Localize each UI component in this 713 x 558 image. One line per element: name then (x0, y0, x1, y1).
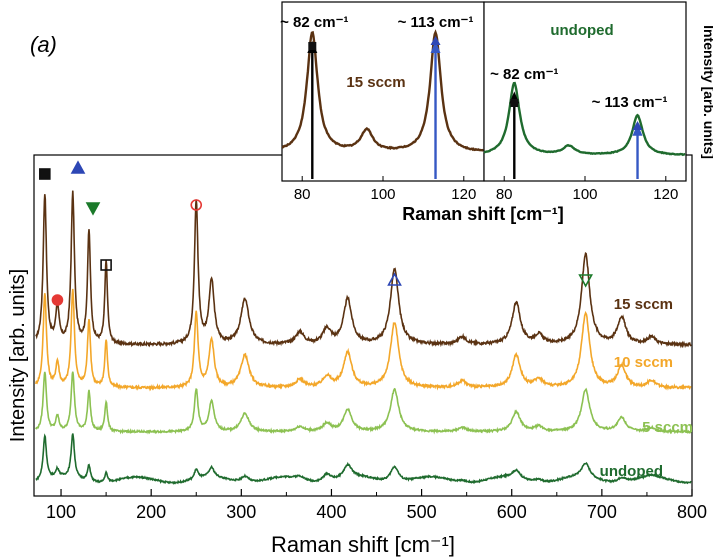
x-tick-label: 200 (136, 502, 166, 522)
x-tick-label: 800 (677, 502, 707, 522)
annotation-82: ~ 82 cm⁻¹ (490, 66, 558, 83)
inset-triangle-marker (430, 36, 441, 45)
inset-triangle-marker (632, 121, 643, 130)
series-label-10-sccm: 10 sccm (614, 354, 673, 371)
inset-x-tick-label: 80 (294, 186, 311, 203)
x-tick-label: 600 (497, 502, 527, 522)
inset-x-tick-label: 100 (572, 186, 597, 203)
inset-x-tick-label: 120 (653, 186, 678, 203)
x-tick-label: 400 (316, 502, 346, 522)
x-axis-label: Raman shift [cm⁻¹] (271, 532, 455, 557)
series-label-undoped: undoped (600, 463, 663, 480)
y-axis-label: Intensity [arb. units] (7, 269, 29, 442)
marker-triangle-down-open (578, 274, 593, 288)
marker-triangle-up-open (387, 272, 402, 286)
inset-series-label: undoped (550, 22, 613, 39)
x-tick-label: 100 (46, 502, 76, 522)
inset-series-label: 15 sccm (346, 74, 405, 91)
marker-square-open (100, 259, 112, 271)
series-line-15-sccm (35, 190, 692, 349)
series-label-5-sccm: 5 sccm (642, 419, 693, 436)
inset-square-marker (308, 42, 317, 50)
marker-circle-filled (51, 294, 64, 306)
series-line-10-sccm (35, 288, 692, 392)
annotation-113: ~ 113 cm⁻¹ (398, 14, 474, 31)
inset-series-line (483, 81, 686, 157)
x-tick-label: 300 (226, 502, 256, 522)
marker-square-filled (39, 168, 51, 180)
annotation-82: ~ 82 cm⁻¹ (280, 14, 348, 31)
main-chart: 15 sccm 10 sccm 5 sccm undoped 100 200 300 400 5… (7, 154, 707, 557)
x-tick-label: 700 (587, 502, 617, 522)
annotation-113: ~ 113 cm⁻¹ (592, 94, 668, 111)
marker-circle-open (190, 199, 203, 211)
marker-triangle-up-filled (70, 160, 86, 174)
inset-square-marker (510, 99, 519, 107)
panel-label: (a) (30, 32, 57, 57)
inset-frame (281, 1, 485, 182)
series-line-undoped (35, 433, 692, 485)
inset-y-axis-label: Intensity [arb. units] (701, 25, 713, 159)
series-line-5-sccm (35, 371, 692, 435)
marker-triangle-down-filled (85, 202, 101, 216)
series-label-15-sccm: 15 sccm (614, 296, 673, 313)
plot-frame (33, 154, 693, 497)
inset-x-tick-label: 100 (370, 186, 395, 203)
inset-15sccm: 80 100 120 ~ 82 cm⁻¹ ~ 113 cm⁻¹ 15 sccm Raman … (280, 1, 564, 224)
arrowhead-113 (430, 41, 441, 53)
inset-x-axis-label: Raman shift [cm⁻¹] (402, 204, 564, 224)
x-tick-label: 500 (407, 502, 437, 522)
inset-x-tick-label: 120 (451, 186, 476, 203)
inset-x-tick-label: 80 (496, 186, 513, 203)
inset-series-line (281, 29, 485, 152)
inset-undoped: 80 100 120 ~ 82 cm⁻¹ ~ 113 cm⁻¹ undoped Intens… (483, 1, 713, 203)
